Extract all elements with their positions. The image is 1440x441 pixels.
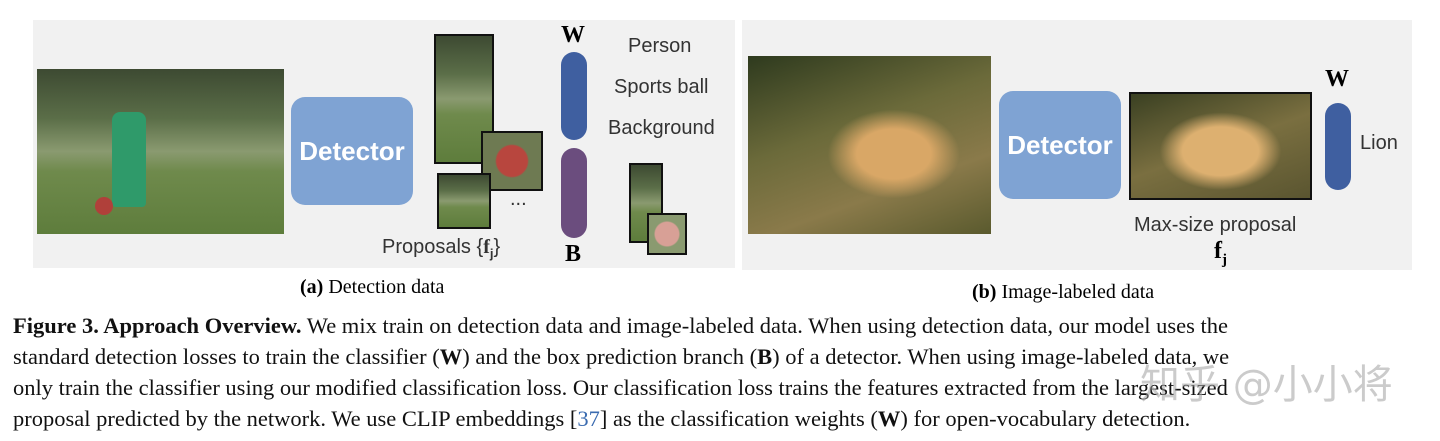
caption-b-text: Image-labeled data [996,281,1155,303]
caption-a: (a) Detection data [300,276,444,299]
caption-b-tag: (b) [972,281,997,303]
f-symbol-b: f [1214,238,1222,264]
ball [95,197,113,215]
caption-text: standard detection losses to train the c… [13,344,440,369]
W-label-b: W [1325,66,1349,92]
W-bar-b [1325,103,1351,190]
caption-text: ] as the classification weights ( [599,406,878,431]
background-crop-ball [647,213,687,255]
caption-text: We mix train on detection data and image… [301,313,1228,338]
B-label: B [565,241,582,267]
B-bar [561,148,587,238]
f-subscript-b: j [1222,251,1227,268]
f-label-b: fj [1214,238,1227,269]
f-subscript: j [489,246,494,261]
W-label-a: W [561,22,585,48]
f-symbol: f [483,236,490,258]
caption-line-4: proposal predicted by the network. We us… [13,406,1190,432]
caption-text: ) for open-vocabulary detection. [900,406,1191,431]
max-size-proposal-label: Max-size proposal [1134,214,1297,236]
proposal-crop-small [437,173,491,229]
lion-image [748,56,991,234]
caption-line-1: Figure 3. Approach Overview. We mix trai… [13,313,1228,339]
proposal-crop-ball [481,131,543,191]
caption-text: ) of a detector. When using image-labele… [772,344,1230,369]
figure-label: Figure 3. Approach Overview. [13,313,302,338]
class-background: Background [608,117,715,139]
child-figure [112,112,146,207]
ellipsis: ... [510,188,527,210]
caption-a-text: Detection data [323,276,445,298]
caption-text: only train the classifier using our modi… [13,375,1228,400]
class-sports-ball: Sports ball [614,76,709,98]
caption-line-2: standard detection losses to train the c… [13,344,1229,370]
caption-W: W [439,344,463,369]
caption-B: B [757,344,773,369]
proposals-text: Proposals [382,236,471,258]
citation-link[interactable]: 37 [577,406,600,431]
proposals-label: Proposals {fj} [382,236,501,261]
max-size-proposal-crop [1129,92,1312,200]
caption-a-tag: (a) [300,276,324,298]
class-lion: Lion [1360,132,1398,154]
caption-line-3: only train the classifier using our modi… [13,375,1228,401]
soccer-image [37,69,284,234]
watermark: 知乎 @小小将 [1140,362,1393,408]
class-person: Person [628,35,692,57]
caption-W: W [877,406,901,431]
detector-box-a: Detector [291,97,413,205]
W-bar-a [561,52,587,140]
caption-text: proposal predicted by the network. We us… [13,406,578,431]
caption-b: (b) Image-labeled data [972,281,1154,304]
caption-text: ) and the box prediction branch ( [462,344,758,369]
detector-box-b: Detector [999,91,1121,199]
